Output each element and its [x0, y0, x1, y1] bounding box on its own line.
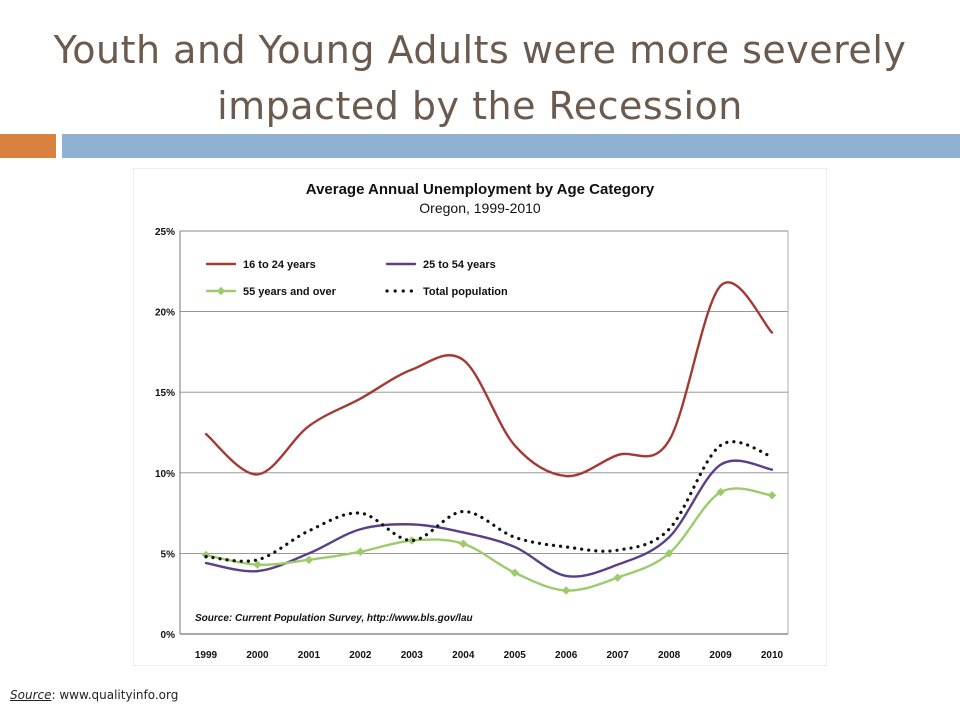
x-tick-label: 2010	[761, 650, 784, 661]
chart-source-annotation: Source: Current Population Survey, http:…	[195, 613, 473, 624]
chart-title: Average Annual Unemployment by Age Categ…	[306, 181, 655, 198]
y-axis: 0% 5% 10% 15% 20% 25%	[155, 227, 175, 641]
chart-subtitle: Oregon, 1999-2010	[419, 200, 541, 216]
series-lines	[201, 281, 777, 595]
grid-lines	[179, 230, 789, 635]
y-tick-label: 0%	[161, 630, 176, 641]
chart-legend: 16 to 24 years 25 to 54 years 55 years and…	[205, 259, 508, 298]
legend-label-25-to-54-years: 25 to 54 years	[423, 259, 496, 271]
legend-label-16-to-24-years: 16 to 24 years	[243, 259, 316, 271]
source-separator: :	[51, 688, 56, 702]
x-tick-label: 2003	[401, 650, 424, 661]
source-link[interactable]: www.qualityinfo.org	[59, 688, 179, 702]
chart-background	[133, 168, 827, 666]
data-point-55-years-and-over	[613, 573, 622, 582]
y-tick-label: 20%	[155, 308, 175, 319]
x-tick-label: 2004	[452, 650, 475, 661]
x-tick-label: 2007	[607, 650, 630, 661]
x-tick-label: 1999	[195, 650, 218, 661]
x-tick-label: 2006	[555, 650, 578, 661]
x-axis: 1999 2000 2001 2002 2003 2004 2005 2006 2007 2008…	[195, 650, 784, 661]
legend-marker-55-years-and-over	[216, 286, 226, 296]
data-point-55-years-and-over	[407, 536, 417, 545]
data-point-55-years-and-over	[459, 539, 468, 548]
legend-label-55-years-and-over: 55 years and over	[243, 286, 337, 298]
x-tick-label: 2002	[349, 650, 372, 661]
x-tick-label: 2008	[658, 650, 681, 661]
legend-label-total-population: Total population	[423, 286, 508, 298]
x-tick-label: 2009	[709, 650, 732, 661]
x-tick-label: 2000	[246, 650, 269, 661]
slide-title: Youth and Young Adults were more severel…	[20, 22, 940, 134]
data-point-55-years-and-over	[767, 491, 777, 500]
y-tick-label: 5%	[161, 549, 176, 560]
data-point-55-years-and-over	[510, 568, 519, 577]
x-tick-label: 2001	[298, 650, 321, 661]
y-tick-label: 15%	[155, 388, 175, 399]
unemployment-chart: Average Annual Unemployment by Age Categ…	[133, 168, 827, 666]
slide-title-line-2: impacted by the Recession	[217, 84, 743, 128]
data-point-55-years-and-over	[356, 547, 365, 557]
chart-svg: Average Annual Unemployment by Age Categ…	[133, 168, 827, 666]
data-point-55-years-and-over	[716, 487, 725, 497]
data-point-55-years-and-over	[304, 555, 314, 565]
data-point-55-years-and-over	[253, 560, 262, 569]
y-tick-label: 10%	[155, 469, 175, 480]
title-underline-bar	[62, 134, 960, 158]
slide-title-line-1: Youth and Young Adults were more severel…	[53, 28, 907, 72]
source-footer: Source: www.qualityinfo.org	[10, 688, 178, 702]
y-tick-label: 25%	[155, 227, 175, 238]
source-label: Source	[10, 688, 52, 702]
series-line-16-to-24-years	[204, 281, 774, 478]
data-point-55-years-and-over	[201, 550, 211, 560]
data-point-55-years-and-over	[664, 549, 674, 558]
series-line-25-to-54-years	[204, 459, 774, 578]
accent-bar	[0, 134, 56, 158]
x-tick-label: 2005	[504, 650, 527, 661]
